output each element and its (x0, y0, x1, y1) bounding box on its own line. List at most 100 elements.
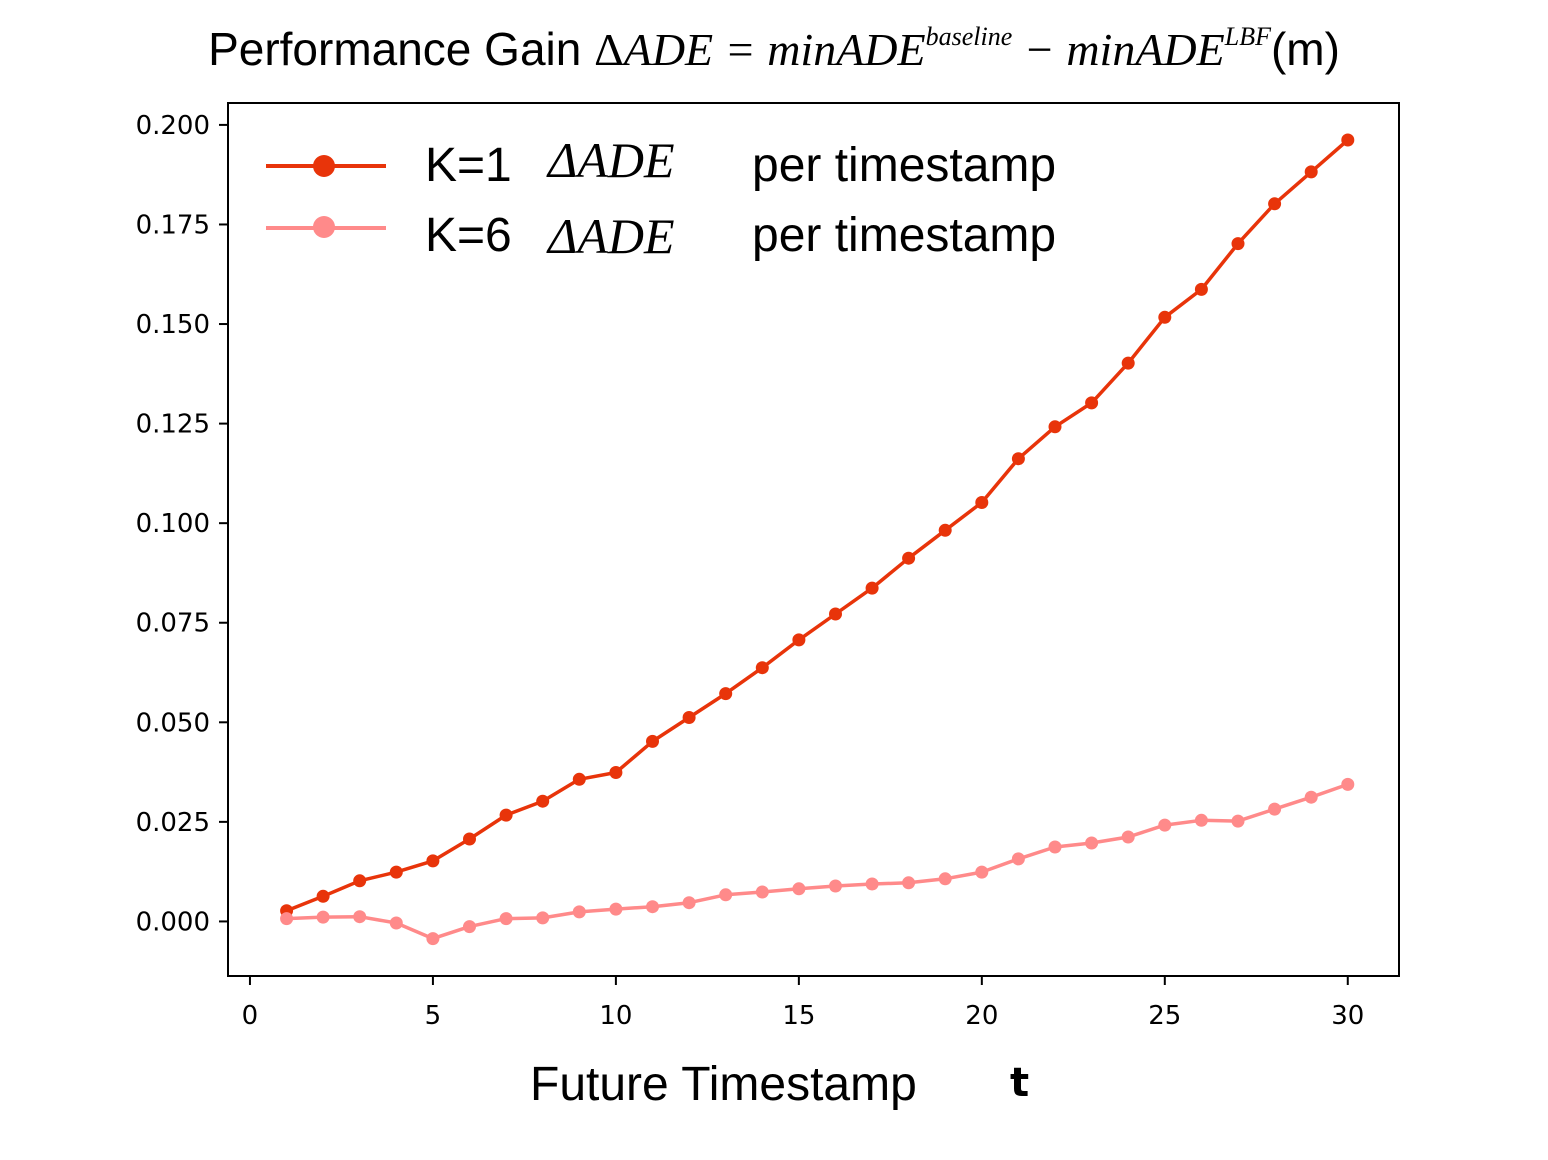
data-point (682, 711, 696, 724)
data-point (1158, 310, 1172, 324)
x-tick-label: 10 (599, 1001, 632, 1031)
data-point (1304, 790, 1318, 804)
series-k6 (280, 777, 1355, 946)
data-point (280, 912, 294, 926)
legend-label-k6: K=6 (425, 209, 512, 262)
data-point (1011, 852, 1025, 866)
data-point (1158, 818, 1172, 832)
x-tick-label: 5 (425, 1001, 442, 1031)
data-point (1231, 237, 1245, 251)
x-tick-label: 0 (242, 1001, 259, 1031)
x-axis-label-variable: t (1010, 1060, 1029, 1106)
x-tick-label: 20 (965, 1001, 998, 1031)
data-point (1268, 802, 1282, 816)
legend-suffix-k1: per timestamp (752, 139, 1056, 192)
data-point (1085, 836, 1099, 850)
data-point (792, 882, 806, 896)
data-point (719, 888, 733, 902)
legend-math-k1: ΔADE (546, 132, 675, 188)
title-lhs: ADE (623, 24, 714, 75)
legend-suffix-k6: per timestamp (752, 209, 1056, 262)
title-term-baseline: minADE (767, 24, 926, 75)
title-formula: ΔADE = minADEbaseline − minADELBF (594, 22, 1271, 75)
data-point (536, 911, 550, 925)
y-tick-label: 0.125 (136, 410, 210, 440)
data-point (938, 523, 952, 537)
legend-label-k1: K=1 (425, 139, 512, 192)
legend-marker-k1 (313, 155, 335, 177)
data-point (902, 876, 916, 890)
data-point (1194, 813, 1208, 827)
data-point (463, 832, 476, 846)
data-point (316, 889, 330, 903)
y-tick-label: 0.175 (136, 210, 210, 240)
x-tick-label: 15 (782, 1001, 815, 1031)
data-point (646, 734, 659, 748)
data-point (426, 854, 440, 868)
data-point (609, 766, 623, 779)
x-tick-label: 30 (1331, 1001, 1364, 1031)
title-sup-baseline: baseline (925, 22, 1013, 51)
data-point (975, 496, 989, 509)
series-line (286, 782, 1349, 941)
data-point (755, 661, 769, 675)
data-point (1231, 814, 1245, 828)
data-point (536, 794, 550, 808)
data-point (1121, 356, 1135, 370)
y-tick-label: 0.075 (136, 609, 210, 639)
legend: K=1 ΔADE per timestamp K=6 ΔADE per time… (266, 132, 1056, 264)
y-tick-label: 0.200 (136, 111, 210, 141)
data-point (499, 912, 513, 926)
data-point (829, 879, 842, 893)
title-term-lbf: minADE (1066, 24, 1225, 75)
data-point (792, 633, 806, 647)
data-point (865, 877, 879, 891)
y-tick-label: 0.025 (136, 808, 210, 838)
data-point (1011, 452, 1025, 466)
data-point (572, 905, 586, 919)
data-point (719, 687, 733, 701)
data-point (389, 916, 403, 930)
y-tick-label: 0.150 (136, 310, 210, 340)
data-point (1304, 165, 1318, 179)
data-point (353, 874, 367, 888)
y-tick-label: 0.050 (136, 708, 210, 738)
data-point (1268, 197, 1282, 211)
y-tick-label: 0.000 (136, 907, 210, 937)
chart-title: Performance Gain ΔADE = minADEbaseline −… (0, 22, 1548, 76)
x-axis-label: Future Timestamp (530, 1058, 917, 1111)
data-point (426, 932, 440, 946)
data-point (609, 902, 623, 916)
data-point (865, 581, 879, 595)
data-point (975, 865, 989, 879)
title-unit: (m) (1270, 23, 1340, 75)
data-point (1121, 830, 1135, 844)
legend-math-k6: ΔADE (546, 208, 675, 264)
title-minus: − (1012, 24, 1067, 75)
series-line (285, 138, 1349, 913)
title-eq: = (713, 24, 768, 75)
data-point (353, 910, 367, 924)
data-point (829, 607, 842, 621)
data-point (1048, 420, 1062, 434)
y-axis: 0.000 0.025 0.050 0.075 0.100 0.125 0.150 0.175… (136, 111, 228, 937)
data-point (499, 808, 513, 822)
data-point (1194, 282, 1208, 296)
title-sup-lbf: LBF (1224, 22, 1271, 51)
data-point (316, 910, 330, 924)
plot-frame (227, 102, 1400, 977)
data-point (755, 885, 769, 899)
data-point (1085, 396, 1099, 410)
series-k1 (280, 133, 1355, 918)
data-point (463, 920, 476, 934)
data-point (1048, 840, 1062, 854)
data-point (572, 772, 586, 786)
x-axis: 0 5 10 15 20 25 30 (242, 976, 1364, 1031)
data-point (902, 551, 916, 565)
data-point (1341, 777, 1355, 791)
x-tick-label: 25 (1148, 1001, 1181, 1031)
data-point (682, 896, 696, 910)
data-point (646, 900, 659, 914)
data-point (938, 872, 952, 886)
